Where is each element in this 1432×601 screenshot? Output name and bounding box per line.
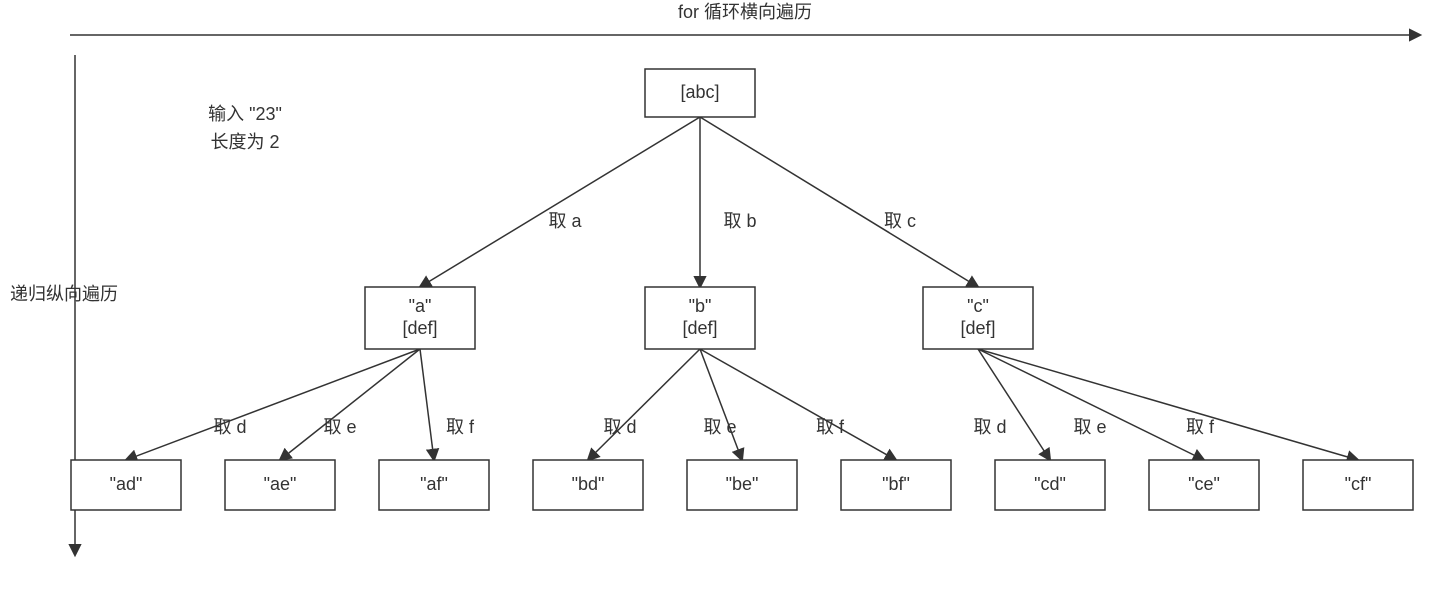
node-b: "b"[def] xyxy=(645,287,755,349)
node-text-a-0: "a" xyxy=(409,296,432,316)
node-text-bf-0: "bf" xyxy=(882,474,910,494)
node-ce: "ce" xyxy=(1149,460,1259,510)
node-text-af-0: "af" xyxy=(420,474,448,494)
node-ad: "ad" xyxy=(71,460,181,510)
node-af: "af" xyxy=(379,460,489,510)
axis-horizontal-label: for 循环横向遍历 xyxy=(678,2,812,22)
node-text-ad-0: "ad" xyxy=(110,474,143,494)
caption-line-2: 长度为 2 xyxy=(210,132,279,152)
node-text-root-0: [abc] xyxy=(680,82,719,102)
edge-label-c-ce: 取 e xyxy=(1073,417,1106,437)
node-text-cd-0: "cd" xyxy=(1034,474,1066,494)
edge-a-af xyxy=(420,349,434,460)
edge-label-a-af: 取 f xyxy=(446,417,475,437)
edge-label-a-ad: 取 d xyxy=(213,417,246,437)
edge-label-c-cd: 取 d xyxy=(973,417,1006,437)
node-text-a-1: [def] xyxy=(402,318,437,338)
node-bf: "bf" xyxy=(841,460,951,510)
edge-a-ad xyxy=(126,349,420,460)
edge-label-b-be: 取 e xyxy=(703,417,736,437)
edge-b-be xyxy=(700,349,742,460)
node-text-b-0: "b" xyxy=(689,296,712,316)
node-cf: "cf" xyxy=(1303,460,1413,510)
node-text-cf-0: "cf" xyxy=(1345,474,1372,494)
edge-c-cd xyxy=(978,349,1050,460)
node-c: "c"[def] xyxy=(923,287,1033,349)
node-text-b-1: [def] xyxy=(682,318,717,338)
edge-c-cf xyxy=(978,349,1358,460)
edge-label-a-ae: 取 e xyxy=(323,417,356,437)
edge-label-root-b: 取 b xyxy=(723,211,756,231)
caption-line-1: 输入 "23" xyxy=(208,104,282,124)
node-text-c-1: [def] xyxy=(960,318,995,338)
edge-label-c-cf: 取 f xyxy=(1186,417,1215,437)
node-bd: "bd" xyxy=(533,460,643,510)
tree-diagram: for 循环横向遍历 递归纵向遍历 输入 "23" 长度为 2 取 a 取 b 取 … xyxy=(0,0,1432,601)
node-root: [abc] xyxy=(645,69,755,117)
node-text-ce-0: "ce" xyxy=(1188,474,1220,494)
node-text-bd-0: "bd" xyxy=(572,474,605,494)
axis-vertical-label: 递归纵向遍历 xyxy=(10,284,118,304)
node-a: "a"[def] xyxy=(365,287,475,349)
edge-root-a xyxy=(420,117,700,287)
node-text-ae-0: "ae" xyxy=(264,474,297,494)
edge-b-bf xyxy=(700,349,896,460)
node-text-c-0: "c" xyxy=(967,296,989,316)
edge-label-b-bf: 取 f xyxy=(816,417,845,437)
node-cd: "cd" xyxy=(995,460,1105,510)
edge-root-c xyxy=(700,117,978,287)
edge-label-b-bd: 取 d xyxy=(603,417,636,437)
edge-label-root-c: 取 c xyxy=(884,211,916,231)
edge-b-bd xyxy=(588,349,700,460)
node-text-be-0: "be" xyxy=(726,474,759,494)
node-be: "be" xyxy=(687,460,797,510)
node-ae: "ae" xyxy=(225,460,335,510)
edge-label-root-a: 取 a xyxy=(548,211,582,231)
edge-a-ae xyxy=(280,349,420,460)
